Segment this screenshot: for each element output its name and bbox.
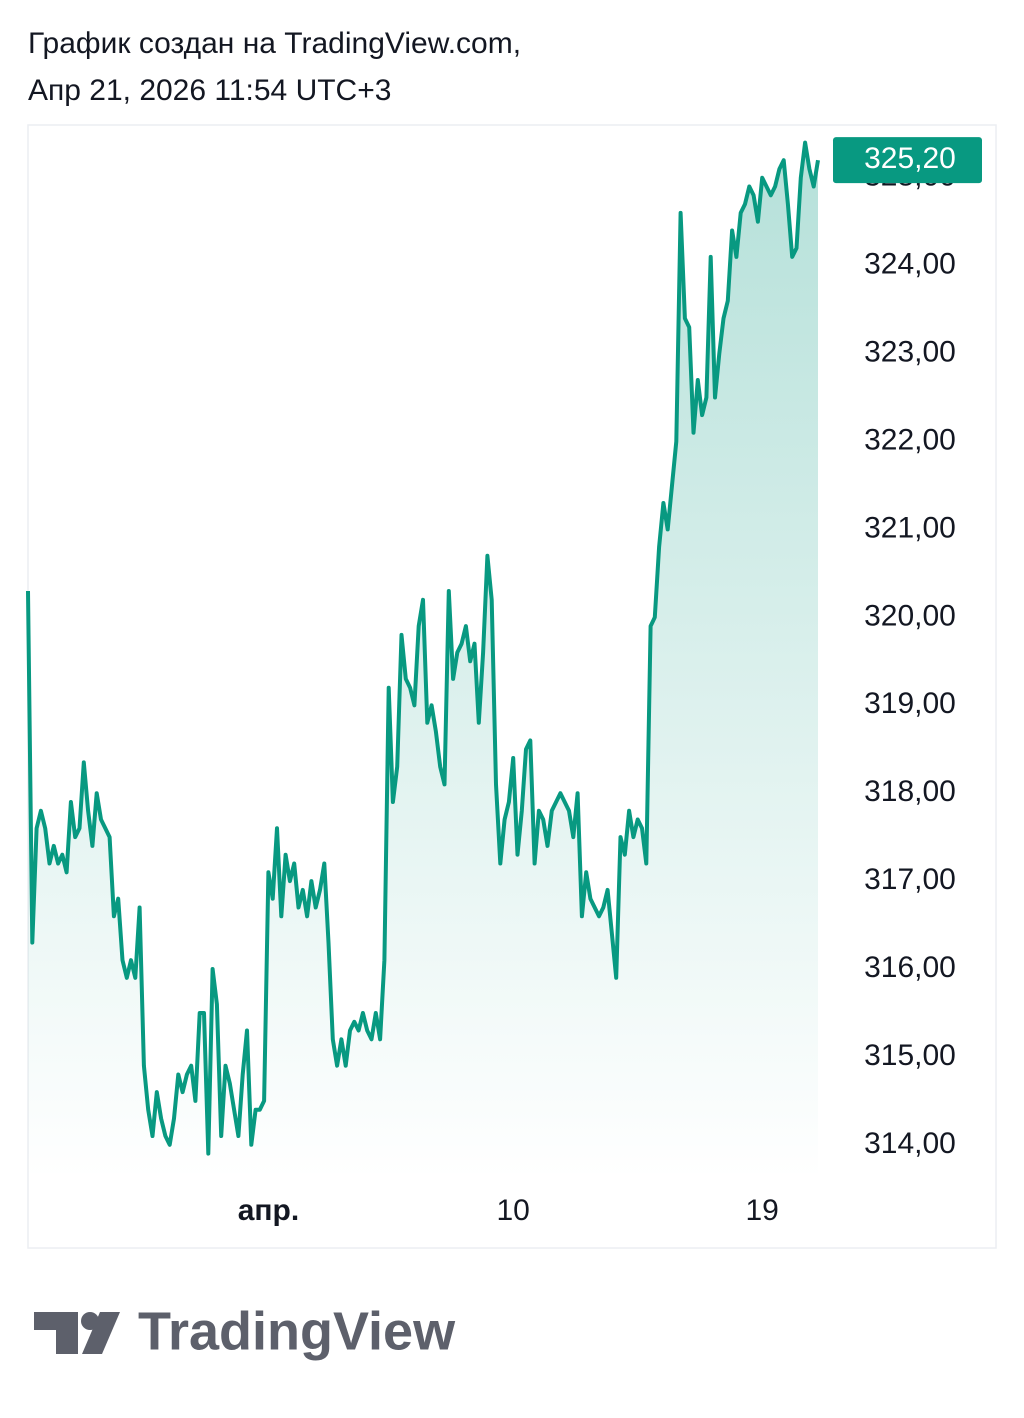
y-tick-label: 323,00 bbox=[864, 336, 956, 369]
header-line1: График создан на TradingView.com, bbox=[28, 27, 521, 60]
y-tick-label: 314,00 bbox=[864, 1127, 956, 1160]
y-tick-label: 317,00 bbox=[864, 863, 956, 896]
y-tick-label: 318,00 bbox=[864, 775, 956, 808]
y-tick-label: 319,00 bbox=[864, 687, 956, 720]
logo-t bbox=[34, 1312, 78, 1354]
x-tick-label: апр. bbox=[238, 1194, 299, 1227]
x-tick-label: 10 bbox=[496, 1194, 529, 1227]
price-label: 325,20 bbox=[864, 142, 956, 175]
header-line2: Апр 21, 2026 11:54 UTC+3 bbox=[28, 74, 391, 107]
x-tick-label: 19 bbox=[745, 1194, 778, 1227]
y-tick-label: 315,00 bbox=[864, 1039, 956, 1072]
y-tick-label: 320,00 bbox=[864, 599, 956, 632]
price-label-box bbox=[833, 137, 982, 184]
plot: 314,00 315,00 316,00 317,00 318,00 319,00 320,… bbox=[26, 137, 982, 1227]
brand: TradingView bbox=[138, 1301, 456, 1361]
area-fill bbox=[28, 142, 818, 1181]
y-tick-label: 324,00 bbox=[864, 248, 956, 281]
y-tick-label: 321,00 bbox=[864, 511, 956, 544]
price-line bbox=[26, 140, 820, 1156]
y-tick-label: 322,00 bbox=[864, 423, 956, 456]
logo-slash bbox=[82, 1312, 120, 1354]
logo bbox=[34, 1312, 120, 1354]
y-tick-label: 316,00 bbox=[864, 951, 956, 984]
